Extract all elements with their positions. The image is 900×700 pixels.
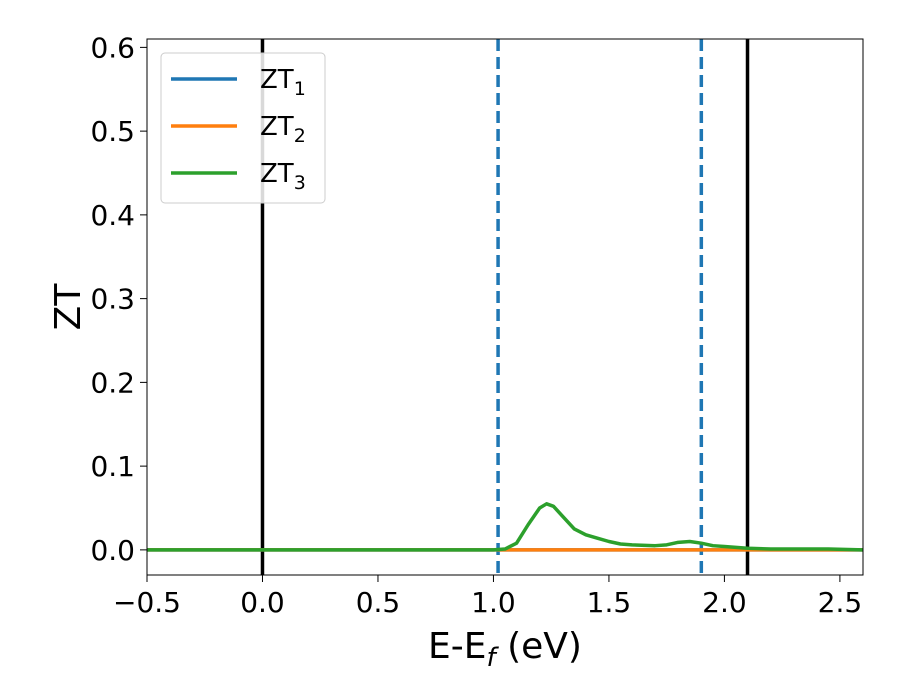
series-line-3 bbox=[147, 502, 863, 552]
x-label-unit: (eV) bbox=[496, 626, 582, 667]
x-label-main: E-E bbox=[428, 626, 486, 667]
legend-label-1: ZT1 bbox=[260, 65, 306, 100]
x-tick-label: −0.5 bbox=[113, 586, 181, 619]
legend-label-2: ZT2 bbox=[260, 112, 306, 147]
series-lines bbox=[147, 502, 863, 552]
legend-label-3: ZT3 bbox=[260, 159, 306, 194]
y-axis-ticks: 0.0 0.1 0.2 0.3 0.4 0.5 0.6 bbox=[90, 31, 147, 567]
x-tick-label: 1.5 bbox=[587, 586, 632, 619]
x-tick-label: 2.5 bbox=[818, 586, 863, 619]
y-tick-label: 0.4 bbox=[90, 199, 135, 232]
y-tick-label: 0.1 bbox=[90, 450, 135, 483]
y-tick-label: 0.2 bbox=[90, 366, 135, 399]
x-tick-label: 0.5 bbox=[356, 586, 401, 619]
y-tick-label: 0.3 bbox=[90, 283, 135, 316]
x-tick-label: 0.0 bbox=[240, 586, 285, 619]
legend-box bbox=[160, 52, 326, 204]
x-tick-label: 1.0 bbox=[471, 586, 516, 619]
x-tick-label: 2.0 bbox=[702, 586, 747, 619]
y-axis-label: ZT bbox=[48, 283, 89, 331]
legend: ZT1 ZT2 ZT3 bbox=[160, 52, 326, 204]
axes-frame bbox=[146, 38, 864, 576]
x-axis-ticks: −0.5 0.0 0.5 1.0 1.5 2.0 2.5 bbox=[113, 575, 862, 619]
y-tick-label: 0.0 bbox=[90, 534, 135, 567]
reference-lines bbox=[260, 39, 750, 575]
y-tick-label: 0.6 bbox=[90, 31, 135, 64]
y-tick-label: 0.5 bbox=[90, 115, 135, 148]
x-axis-label: E-Ef (eV) bbox=[428, 626, 582, 673]
